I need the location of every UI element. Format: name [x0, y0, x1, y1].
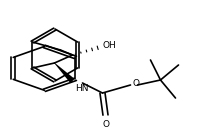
- Polygon shape: [54, 63, 75, 83]
- Text: O: O: [103, 120, 110, 129]
- Text: HN: HN: [76, 84, 89, 93]
- Text: O: O: [133, 79, 139, 88]
- Text: OH: OH: [103, 42, 116, 50]
